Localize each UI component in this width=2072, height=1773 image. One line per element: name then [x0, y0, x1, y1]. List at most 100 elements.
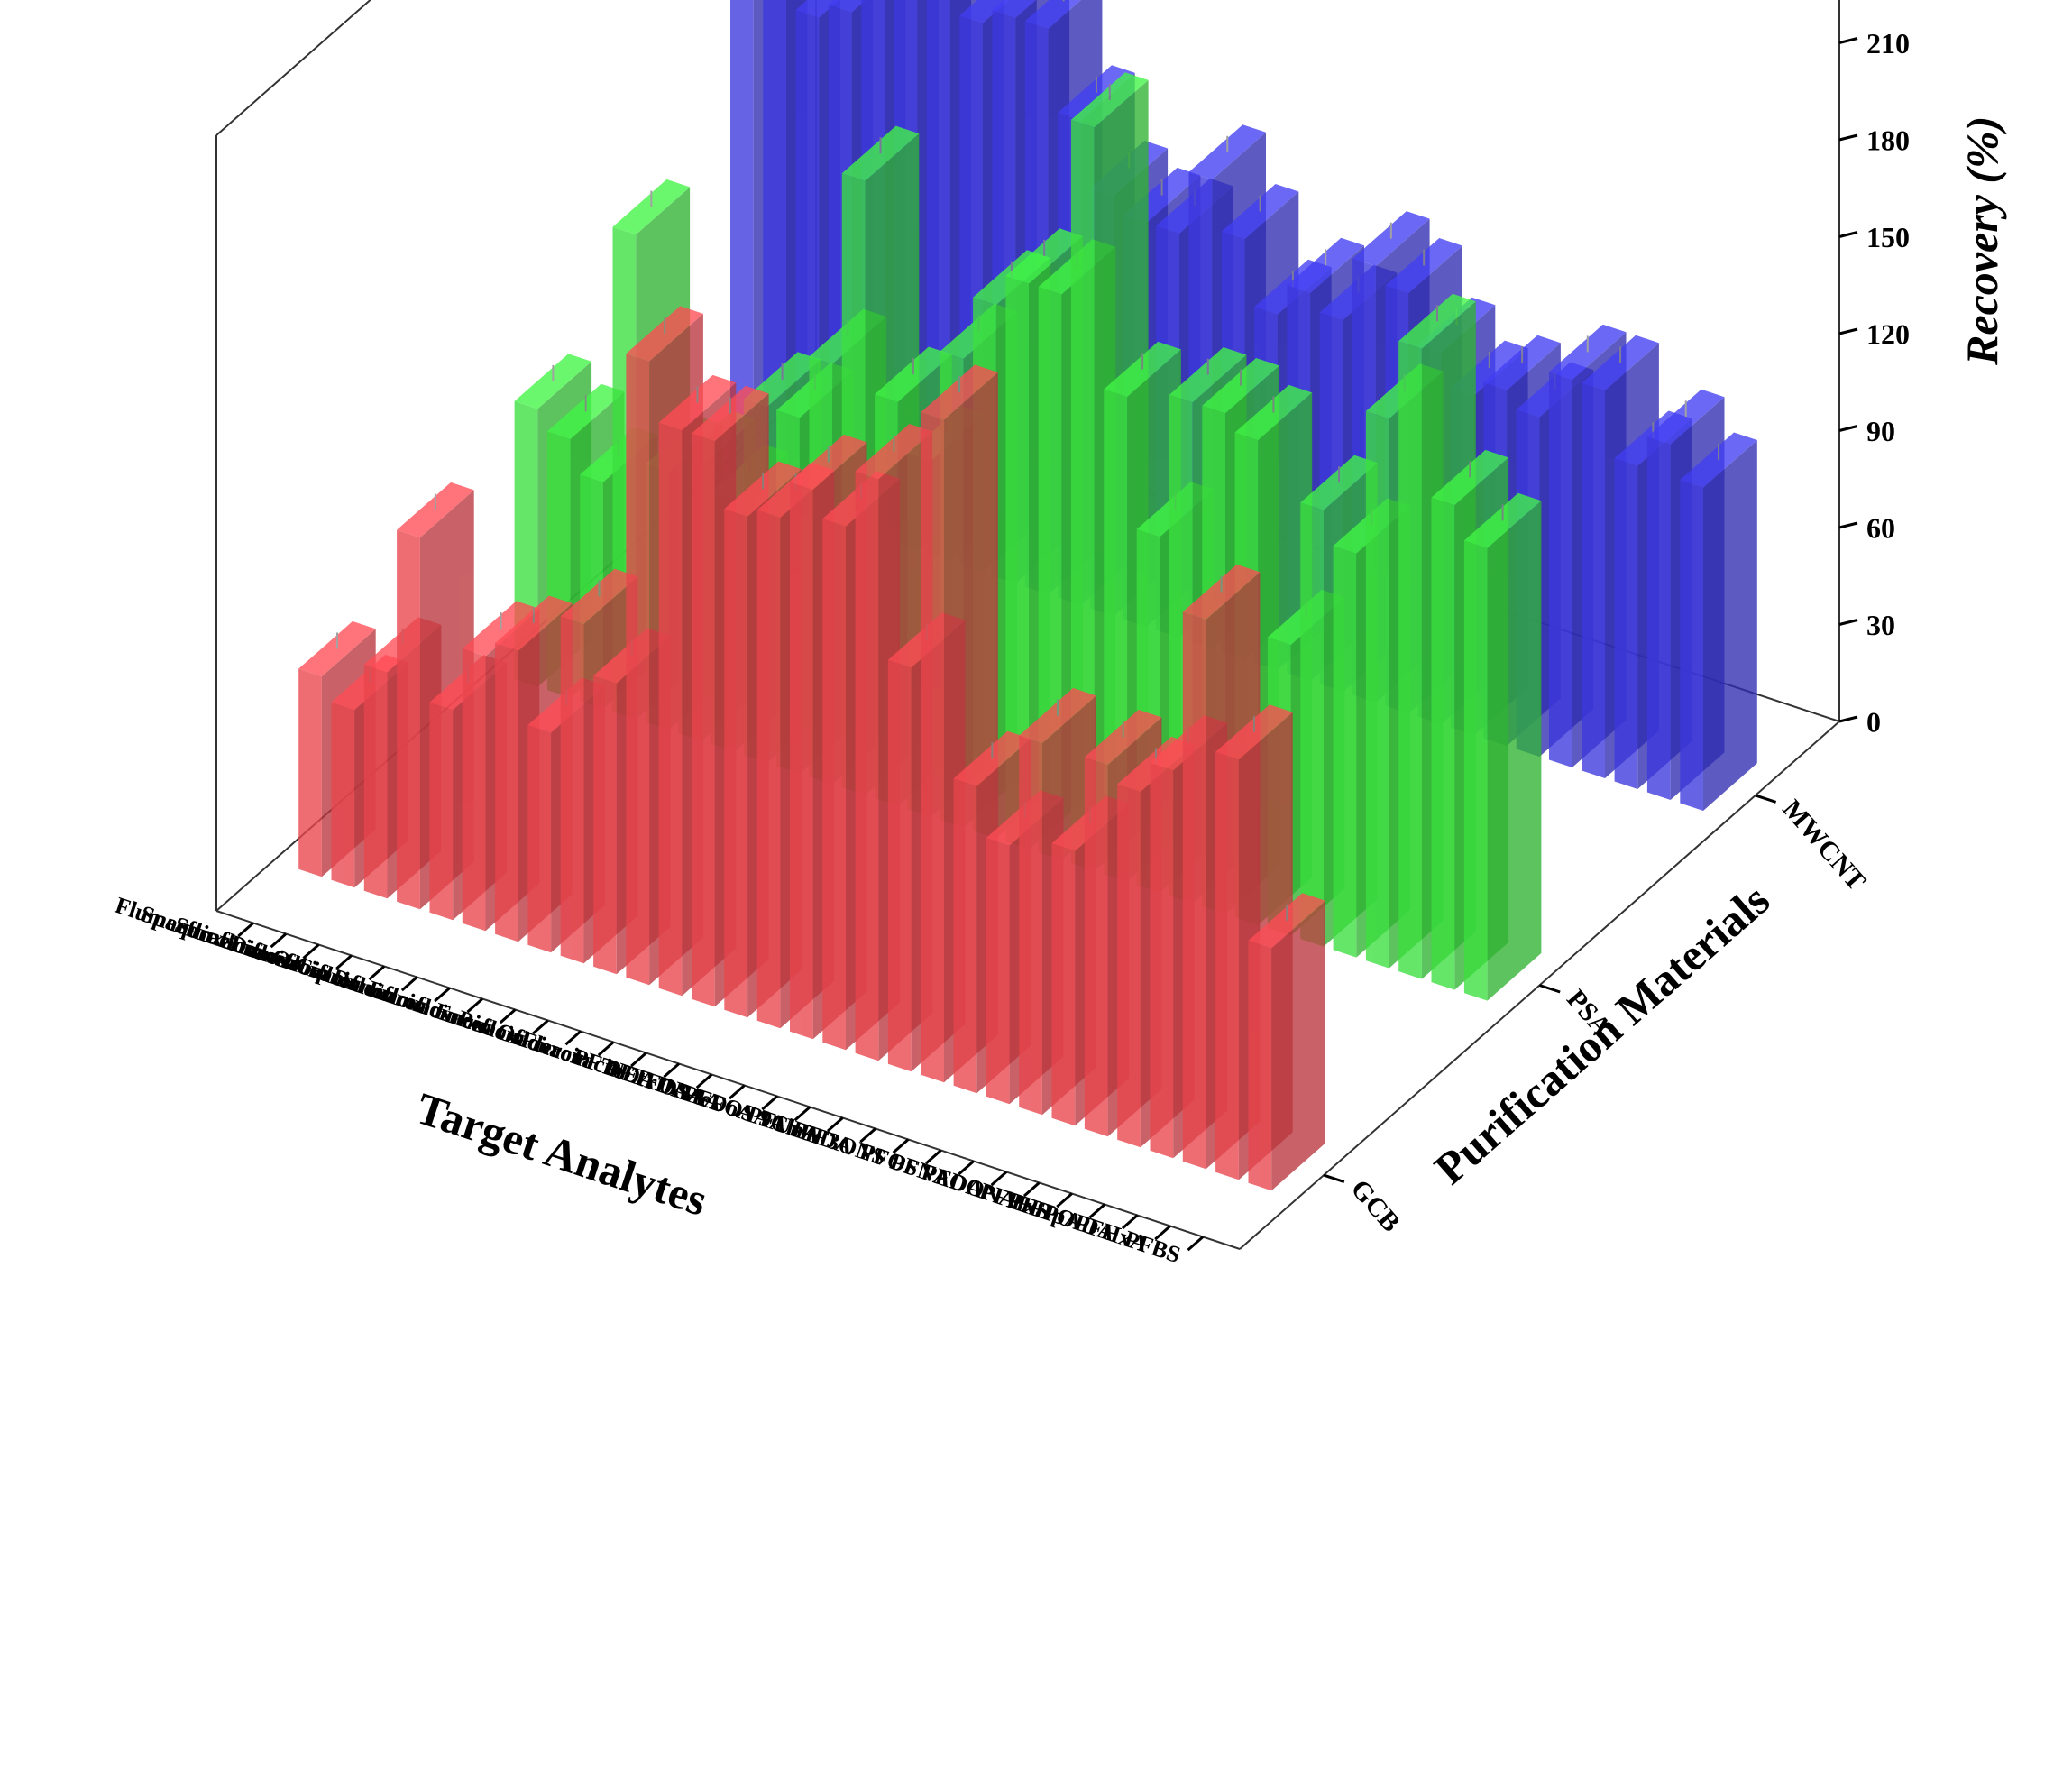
material-label: GCB	[1345, 1174, 1407, 1238]
analyte-tick	[499, 1008, 517, 1024]
bar-front-face	[855, 471, 879, 1061]
analyte-tick	[1187, 1236, 1205, 1252]
analyte-tick	[892, 1138, 910, 1154]
bar-front-face	[1333, 546, 1357, 958]
bar-top-face	[514, 354, 592, 409]
bar-front-face	[1680, 480, 1703, 811]
bar-front-face	[986, 838, 1010, 1105]
analyte-tick	[761, 1095, 778, 1111]
recovery-tick	[1838, 521, 1858, 529]
bar-front-face	[756, 510, 781, 1029]
analyte-axis-line	[215, 910, 1241, 1250]
recovery-tick-label: 60	[1866, 511, 1895, 544]
bar-front-face	[298, 668, 322, 877]
bar-front-face	[1051, 843, 1076, 1126]
bar-front-face	[1549, 372, 1572, 767]
analyte-tick	[630, 1052, 647, 1068]
recovery-tick-label: 120	[1866, 317, 1910, 350]
analyte-tick	[1154, 1225, 1171, 1241]
bar-front-face	[626, 354, 650, 986]
bar-top-face	[1646, 389, 1725, 445]
bar-front-face	[822, 519, 846, 1051]
analyte-tick	[564, 1030, 582, 1046]
analyte-tick	[924, 1149, 942, 1165]
analyte-tick	[793, 1106, 811, 1122]
bar-MWCNT-PFBS	[1680, 432, 1757, 811]
analyte-tick	[532, 1019, 549, 1035]
material-tick	[1755, 794, 1777, 804]
bar-front-face	[363, 664, 388, 899]
bar-side-face	[1487, 501, 1542, 1001]
analyte-tick	[1088, 1203, 1106, 1219]
analyte-tick	[1022, 1181, 1041, 1198]
bar-front-face	[1614, 458, 1638, 789]
bar-front-face	[1582, 382, 1605, 778]
bar-top-face	[724, 461, 802, 517]
bar-front-face	[331, 702, 355, 888]
bars	[298, 0, 1757, 1191]
bar-PSA-PFBS	[1463, 492, 1542, 1001]
analyte-tick	[270, 932, 288, 949]
bar-top-face	[1463, 492, 1542, 548]
bar-front-face	[1150, 762, 1174, 1159]
bar-front-face	[790, 482, 813, 1040]
recovery-tick-label: 180	[1866, 124, 1910, 156]
bar-front-face	[1248, 940, 1272, 1191]
bar-front-face	[397, 529, 420, 910]
bar-front-face	[730, 0, 754, 497]
bar-front-face	[887, 659, 912, 1072]
bar-top-face	[1182, 564, 1261, 620]
recovery-tick-label: 0	[1866, 705, 1881, 738]
bar-top-face	[1202, 358, 1279, 414]
bar-top-face	[790, 434, 867, 490]
analyte-tick	[663, 1062, 681, 1079]
recovery-tick	[1838, 133, 1858, 142]
bar-front-face	[593, 675, 617, 975]
bar-top-face	[992, 0, 1036, 18]
bar-front-face	[495, 643, 518, 942]
analyte-tick	[597, 1041, 615, 1057]
bar-front-face	[1019, 735, 1042, 1116]
analyte-tick	[958, 1160, 975, 1176]
bar-front-face	[1431, 497, 1455, 990]
bar-top-face	[959, 0, 1010, 23]
recovery-tick	[1838, 619, 1858, 626]
analyte-label: PFBS	[1121, 1226, 1183, 1268]
z-axis-title: Recovery (%)	[1957, 116, 2007, 366]
analyte-tick	[990, 1171, 1008, 1187]
analyte-tick	[335, 954, 353, 970]
analyte-tick	[695, 1073, 713, 1089]
bar-front-face	[692, 433, 715, 1007]
bar-top-face	[1024, 0, 1081, 29]
bar-top-face	[1071, 72, 1149, 128]
bar-top-face	[1483, 335, 1561, 390]
bar-front-face	[462, 648, 486, 932]
recovery-axis-ticks: 0306090120150180210240	[1838, 27, 1910, 738]
bar-top-face	[953, 730, 1031, 786]
material-label: MWCNT	[1777, 795, 1872, 896]
bar-front-face	[1117, 784, 1141, 1148]
bar-front-face	[1398, 341, 1422, 979]
bar-front-face	[1215, 751, 1239, 1180]
bar-top-face	[546, 383, 625, 439]
recovery-tick-label: 90	[1866, 415, 1895, 447]
recovery-tick-label: 150	[1866, 221, 1910, 253]
bar-side-face	[1271, 900, 1325, 1191]
analyte-tick	[434, 987, 451, 1003]
bar-front-face	[658, 422, 683, 997]
bar-side-face	[1703, 440, 1757, 811]
bar-front-face	[1071, 119, 1095, 871]
bar-front-face	[560, 616, 584, 964]
analyte-tick	[400, 976, 418, 992]
bar-front-face	[953, 778, 977, 1094]
analyte-tick	[302, 943, 320, 960]
bar-top-face	[1352, 211, 1430, 267]
bar-front-face	[1646, 436, 1671, 800]
recovery-tick	[1838, 425, 1858, 432]
recovery-tick	[1838, 231, 1858, 238]
bar-front-face	[1005, 276, 1030, 850]
material-tick	[1323, 1173, 1345, 1184]
bar-front-face	[1365, 410, 1389, 969]
